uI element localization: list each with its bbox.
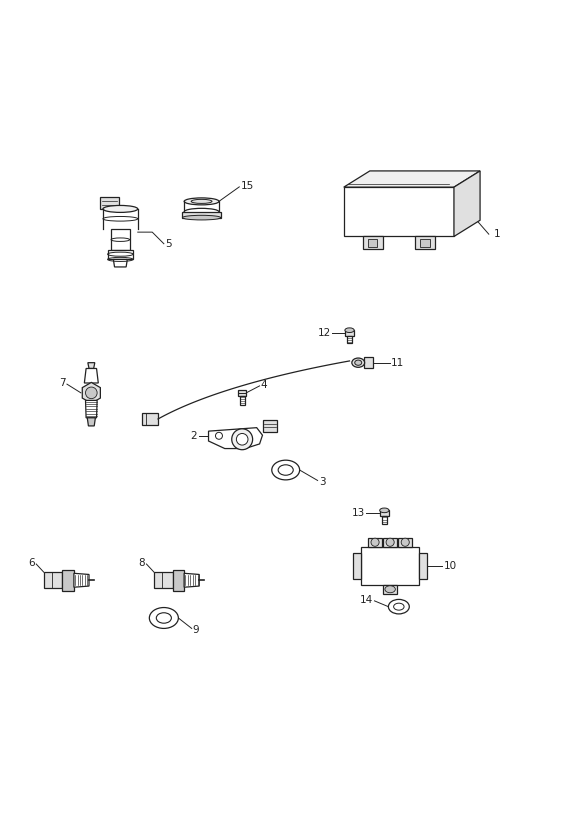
Polygon shape [240,396,244,405]
Polygon shape [62,570,74,591]
Polygon shape [82,382,100,403]
Circle shape [231,428,252,450]
Ellipse shape [103,205,138,213]
Text: 15: 15 [241,180,254,190]
Polygon shape [108,250,133,260]
Circle shape [401,538,409,546]
Polygon shape [368,239,377,247]
Text: 7: 7 [59,378,66,388]
Text: 4: 4 [261,381,268,391]
Polygon shape [87,418,96,426]
Polygon shape [454,171,480,236]
Polygon shape [182,212,221,218]
Polygon shape [382,516,387,524]
Text: 2: 2 [190,431,197,441]
Polygon shape [361,547,419,584]
Polygon shape [238,390,246,396]
Circle shape [216,433,223,439]
Circle shape [386,538,394,546]
Polygon shape [420,239,430,247]
Polygon shape [111,229,129,250]
Polygon shape [173,570,184,591]
Ellipse shape [272,460,300,480]
Polygon shape [380,510,389,516]
Polygon shape [154,572,173,588]
Circle shape [236,433,248,445]
Polygon shape [88,363,95,368]
Ellipse shape [149,607,178,629]
Polygon shape [353,553,361,578]
Text: 3: 3 [319,476,325,487]
Polygon shape [74,574,89,588]
Text: 6: 6 [29,558,35,568]
Polygon shape [383,537,397,547]
Polygon shape [415,236,435,249]
Text: 10: 10 [444,561,456,571]
Ellipse shape [278,465,293,475]
Text: 8: 8 [139,558,145,568]
Polygon shape [345,330,354,336]
Polygon shape [368,537,382,547]
Ellipse shape [191,199,212,204]
Polygon shape [347,336,352,343]
Ellipse shape [184,198,219,205]
Polygon shape [364,357,373,368]
Ellipse shape [156,613,171,623]
Polygon shape [44,572,62,588]
Polygon shape [103,209,138,229]
Polygon shape [398,537,412,547]
Ellipse shape [184,208,219,215]
Text: 13: 13 [352,508,364,518]
Circle shape [86,387,97,399]
Polygon shape [184,574,199,588]
Ellipse shape [394,603,404,610]
Polygon shape [209,428,262,448]
Ellipse shape [380,508,389,513]
Polygon shape [86,400,97,418]
Ellipse shape [354,360,361,365]
Ellipse shape [388,599,409,614]
Polygon shape [113,260,127,267]
Polygon shape [344,187,454,236]
Text: 9: 9 [193,625,199,634]
Circle shape [371,538,379,546]
Ellipse shape [352,358,364,368]
Text: 14: 14 [360,595,373,605]
Polygon shape [419,553,427,578]
Polygon shape [142,413,158,424]
Polygon shape [344,171,480,187]
Polygon shape [100,197,119,209]
Text: 1: 1 [493,229,500,239]
Text: 11: 11 [391,358,405,368]
Polygon shape [263,420,277,433]
Text: 5: 5 [165,239,171,250]
Polygon shape [383,584,397,594]
Polygon shape [85,368,99,383]
Ellipse shape [345,328,354,333]
Polygon shape [363,236,383,249]
Ellipse shape [385,586,395,592]
Ellipse shape [182,215,221,220]
Text: 12: 12 [318,328,331,338]
